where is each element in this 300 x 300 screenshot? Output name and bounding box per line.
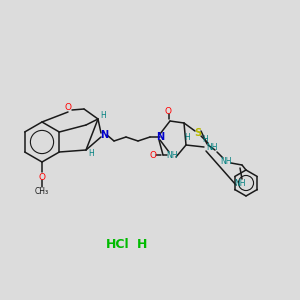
Text: O: O [64, 103, 71, 112]
Text: H: H [184, 134, 190, 142]
Text: H: H [100, 110, 106, 119]
Text: NH: NH [166, 151, 178, 160]
Text: S: S [194, 128, 202, 138]
Text: O: O [149, 151, 157, 160]
Text: H: H [202, 136, 208, 145]
Text: H: H [137, 238, 147, 251]
Text: CH₃: CH₃ [35, 187, 49, 196]
Text: N: N [156, 132, 164, 142]
Text: N: N [100, 130, 108, 140]
Text: O: O [38, 172, 46, 182]
Text: HCl: HCl [106, 238, 130, 251]
Text: NH: NH [234, 178, 246, 188]
Text: NH: NH [220, 157, 232, 166]
Text: O: O [164, 106, 172, 116]
Text: NH: NH [206, 142, 218, 152]
Text: H: H [88, 148, 94, 158]
